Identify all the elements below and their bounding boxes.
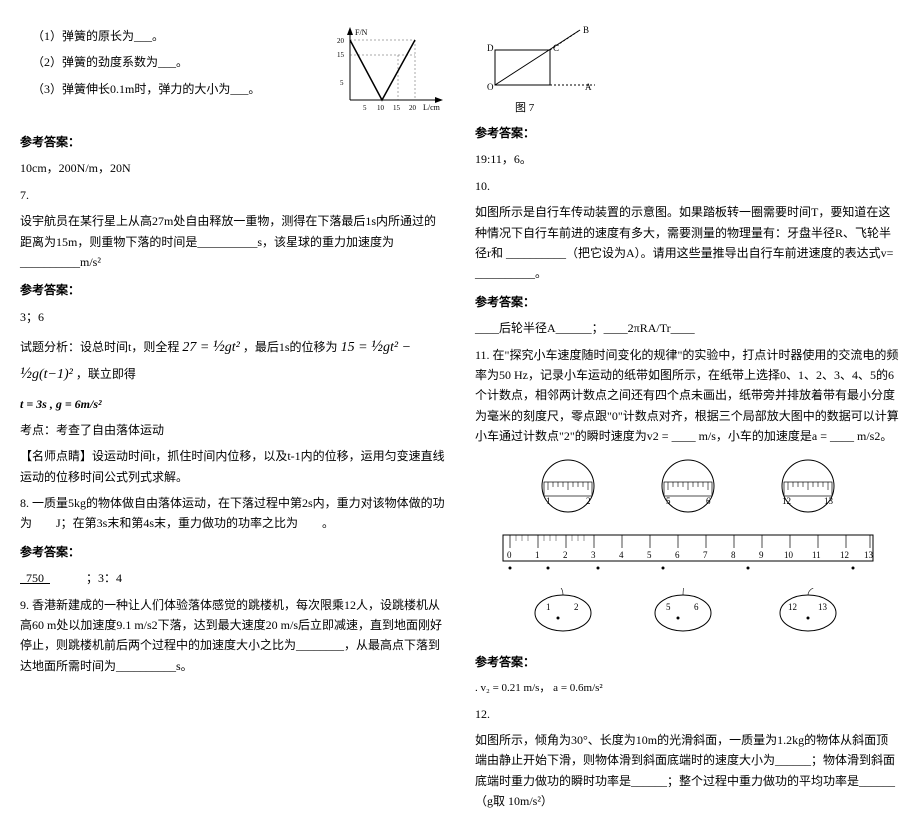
svg-text:B: B	[583, 25, 589, 35]
svg-text:5: 5	[647, 550, 652, 560]
q6-part3: （3）弹簧伸长0.1m时，弹力的大小为___。	[20, 79, 325, 99]
svg-text:6: 6	[675, 550, 680, 560]
fig7-label: 图 7	[515, 99, 900, 115]
svg-text:5: 5	[666, 496, 671, 506]
rect-figure: O D C B A 图 7	[485, 25, 900, 115]
svg-text:7: 7	[703, 550, 708, 560]
svg-text:15: 15	[337, 51, 345, 59]
svg-text:10: 10	[784, 550, 794, 560]
q8-text: 8. 一质量5kg的物体做自由落体运动，在下落过程中第2s内，重力对该物体做的功…	[20, 493, 445, 534]
answer-7: 3；6	[20, 307, 445, 327]
svg-text:2: 2	[563, 550, 568, 560]
answer-11: . v₂ = 0.21 m/s， a = 0.6m/s²	[475, 679, 900, 698]
svg-text:3: 3	[591, 550, 596, 560]
q9-text: 9. 香港新建成的一种让人们体验落体感觉的跳楼机，每次限乘12人，设跳楼机从高6…	[20, 595, 445, 677]
answer-fig: 19:11，6。	[475, 149, 900, 169]
svg-text:1: 1	[546, 602, 551, 612]
answer-label-10: 参考答案：	[475, 292, 900, 312]
svg-text:1: 1	[546, 496, 551, 506]
svg-text:13: 13	[864, 550, 874, 560]
svg-text:20: 20	[337, 37, 345, 45]
svg-text:4: 4	[619, 550, 624, 560]
svg-text:13: 13	[818, 602, 828, 612]
answer-label-6: 参考答案：	[20, 132, 445, 152]
svg-text:0: 0	[507, 550, 512, 560]
ruler-figure-bottom: 12 56 1213	[475, 588, 900, 642]
q6-part1: （1）弹簧的原长为___。	[20, 26, 325, 46]
svg-text:10: 10	[377, 104, 385, 112]
svg-text:6: 6	[694, 602, 699, 612]
spring-chart: F/N L/cm 20 15 5 5 10 15 20	[335, 25, 445, 119]
svg-text:8: 8	[731, 550, 736, 560]
right-column: O D C B A 图 7 参考答案： 19:11，6。 10. 如图所示是自行…	[475, 20, 900, 818]
q7-kaodian: 考点：考查了自由落体运动	[20, 420, 445, 440]
svg-text:C: C	[553, 43, 559, 53]
q7-mingshi: 【名师点睛】设运动时间t，抓住时间内位移，以及t-1内的位移，运用匀变速直线运动…	[20, 446, 445, 487]
svg-text:15: 15	[393, 104, 401, 112]
q7-analysis: 试题分析：设总时间t，则全程 27 = ½gt² ，最后1s的位移为 15 = …	[20, 333, 445, 387]
svg-text:12: 12	[782, 496, 791, 506]
svg-text:5: 5	[666, 602, 671, 612]
page-container: （1）弹簧的原长为___。 （2）弹簧的劲度系数为___。 （3）弹簧伸长0.1…	[20, 20, 900, 818]
answer-8: 750 ；3：4	[20, 568, 445, 588]
q6-part2: （2）弹簧的劲度系数为___。	[20, 52, 325, 72]
svg-text:5: 5	[363, 104, 367, 112]
y-axis-label: F/N	[355, 28, 368, 37]
svg-text:2: 2	[574, 602, 579, 612]
svg-text:1: 1	[535, 550, 540, 560]
svg-text:2: 2	[586, 496, 591, 506]
answer-label-fig: 参考答案：	[475, 123, 900, 143]
svg-text:9: 9	[759, 550, 764, 560]
x-axis-label: L/cm	[423, 103, 441, 112]
svg-text:D: D	[487, 43, 494, 53]
q7-result: t = 3s , g = 6m/s²	[20, 394, 445, 414]
ruler-figure-top: 12 56 1213	[475, 456, 900, 520]
svg-text:11: 11	[812, 550, 821, 560]
svg-text:5: 5	[340, 79, 344, 87]
svg-text:20: 20	[409, 104, 417, 112]
svg-text:12: 12	[788, 602, 797, 612]
svg-text:13: 13	[824, 496, 834, 506]
q7-num: 7.	[20, 185, 445, 205]
q10-num: 10.	[475, 176, 900, 196]
svg-text:A: A	[585, 82, 592, 92]
q10-text: 如图所示是自行车传动装置的示意图。如果踏板转一圈需要时间T，要知道在这种情况下自…	[475, 202, 900, 284]
left-column: （1）弹簧的原长为___。 （2）弹簧的劲度系数为___。 （3）弹簧伸长0.1…	[20, 20, 445, 818]
answer-label-7: 参考答案：	[20, 280, 445, 300]
svg-text:6: 6	[706, 496, 711, 506]
ruler-figure-main: 0 1 2 3 4 5 6 7 8 9 10 11 12 13	[475, 530, 900, 578]
q11-text: 11. 在"探究小车速度随时间变化的规律"的实验中，打点计时器使用的交流电的频率…	[475, 345, 900, 447]
svg-text:12: 12	[840, 550, 849, 560]
answer-label-8: 参考答案：	[20, 542, 445, 562]
q7-text: 设宇航员在某行星上从高27m处自由释放一重物，测得在下落最后1s内所通过的距离为…	[20, 211, 445, 272]
svg-text:O: O	[487, 82, 494, 92]
answer-6: 10cm，200N/m，20N	[20, 158, 445, 178]
answer-label-11: 参考答案：	[475, 652, 900, 672]
answer-10: ____后轮半径A______；____2πRA/Tr____	[475, 318, 900, 338]
q12-num: 12.	[475, 704, 900, 724]
q12-text: 如图所示，倾角为30°、长度为10m的光滑斜面，一质量为1.2kg的物体从斜面顶…	[475, 730, 900, 812]
